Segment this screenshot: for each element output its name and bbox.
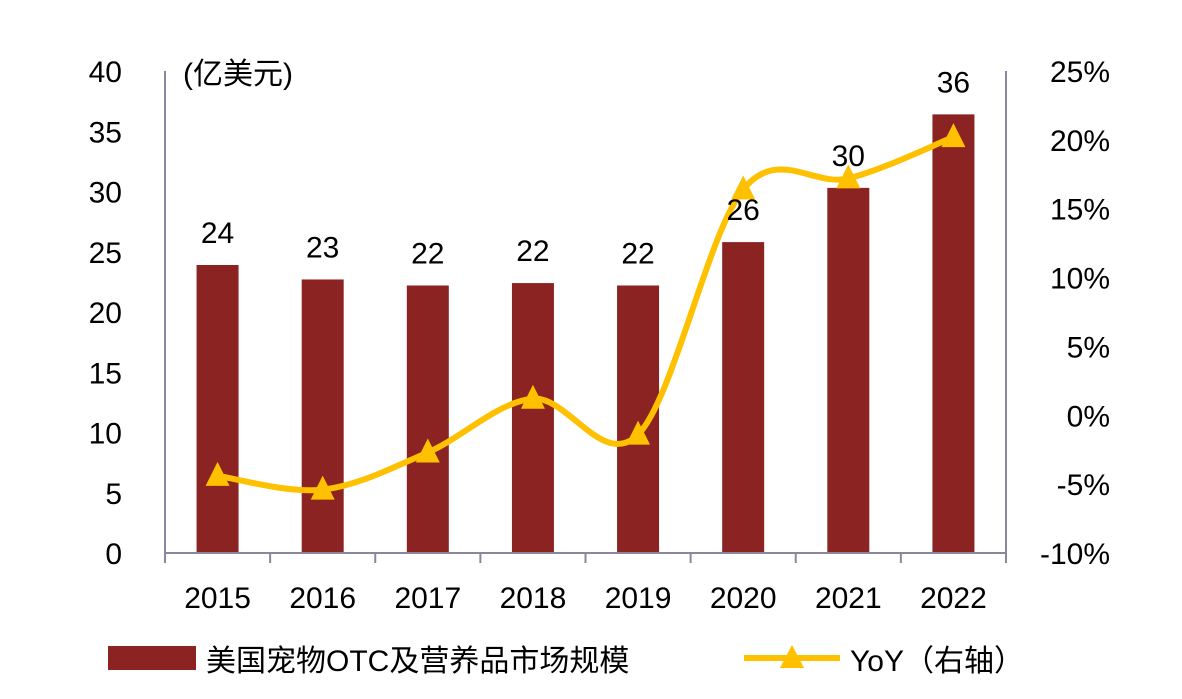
bar-2021 <box>827 187 870 553</box>
data-labels: 24 23 22 22 22 26 30 36 <box>201 66 970 270</box>
legend: 美国宠物OTC及营养品市场规模 YoY（右轴） <box>108 645 1024 678</box>
bar-data-label: 22 <box>411 237 444 270</box>
left-tick-label: 15 <box>89 357 122 390</box>
right-tick-label: 5% <box>1067 331 1110 364</box>
x-tick-label: 2019 <box>605 582 672 615</box>
x-tick-label: 2018 <box>500 582 567 615</box>
bar-2017 <box>406 285 449 553</box>
left-tick-label: 10 <box>89 418 122 451</box>
x-tick-label: 2016 <box>289 582 356 615</box>
yoy-line-group <box>205 123 966 500</box>
yoy-marker-2017 <box>415 438 440 463</box>
right-tick-label: 25% <box>1050 56 1110 89</box>
bar-2016 <box>301 279 344 553</box>
left-tick-label: 35 <box>89 116 122 149</box>
left-tick-label: 0 <box>105 538 122 571</box>
left-tick-label: 5 <box>105 478 122 511</box>
bar-2020 <box>722 242 765 554</box>
yoy-marker-2022 <box>941 123 966 148</box>
right-tick-label: 15% <box>1050 194 1110 227</box>
bars <box>196 114 975 554</box>
bar-data-label: 23 <box>306 231 339 264</box>
unit-label: (亿美元) <box>183 58 293 91</box>
x-tick-label: 2022 <box>920 582 987 615</box>
x-tick-label: 2020 <box>710 582 777 615</box>
yoy-marker-2015 <box>205 461 230 486</box>
yoy-marker-2019 <box>626 420 651 445</box>
legend-bar-swatch <box>108 646 196 670</box>
bar-data-label: 26 <box>727 194 760 227</box>
yoy-marker-2018 <box>520 384 545 409</box>
x-tick-label: 2017 <box>394 582 461 615</box>
x-tick-label: 2021 <box>815 582 882 615</box>
right-tick-label: 10% <box>1050 263 1110 296</box>
legend-line-label: YoY（右轴） <box>850 645 1024 678</box>
bar-2022 <box>932 114 975 553</box>
left-tick-label: 25 <box>89 237 122 270</box>
yoy-marker-2016 <box>310 475 335 500</box>
right-tick-label: 0% <box>1067 400 1110 433</box>
right-axis-ticks: -10% -5% 0% 5% 10% 15% 20% 25% <box>1040 56 1110 571</box>
bar-data-label: 22 <box>621 237 654 270</box>
right-tick-label: -5% <box>1057 469 1110 502</box>
bar-2018 <box>511 283 554 553</box>
bar-2015 <box>196 265 239 553</box>
right-tick-label: 20% <box>1050 125 1110 158</box>
x-tick-label: 2015 <box>184 582 251 615</box>
left-tick-label: 20 <box>89 297 122 330</box>
left-axis-ticks: 0 5 10 15 20 25 30 35 40 <box>89 56 122 571</box>
bar-data-label: 36 <box>937 66 970 99</box>
yoy-line <box>214 134 957 494</box>
legend-triangle-marker <box>780 645 804 668</box>
yoy-marker-2021 <box>836 164 861 189</box>
yoy-marker-2020 <box>731 175 756 200</box>
bar-2019 <box>617 285 660 553</box>
left-tick-label: 30 <box>89 177 122 210</box>
right-tick-label: -10% <box>1040 538 1110 571</box>
x-axis-ticks: 2015 2016 2017 2018 2019 2020 2021 2022 <box>164 553 1007 615</box>
bar-data-label: 24 <box>201 217 234 250</box>
legend-bar-label: 美国宠物OTC及营养品市场规模 <box>206 645 629 678</box>
bar-data-label: 30 <box>832 140 865 173</box>
bar-data-label: 22 <box>516 235 549 268</box>
left-tick-label: 40 <box>89 56 122 89</box>
